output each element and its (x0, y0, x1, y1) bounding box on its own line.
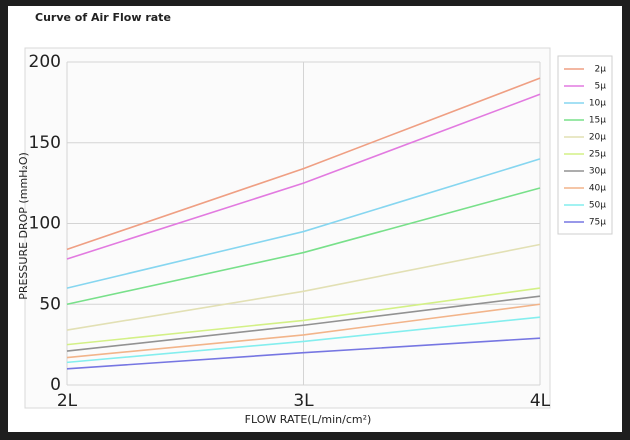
chart: Curve of Air Flow rate FLOW RATE(L/min/c… (17, 11, 613, 426)
y-tick-label: 150 (29, 133, 61, 153)
series-line (66, 316, 541, 364)
legend-label: 2μ (595, 65, 607, 75)
series-line (66, 243, 541, 331)
y-tick-label: 50 (39, 294, 61, 314)
x-tick-label: 4L (530, 391, 551, 411)
legend-label: 30μ (589, 167, 606, 177)
series-line (66, 187, 541, 306)
x-tick-label: 3L (293, 391, 314, 411)
series-line (66, 93, 541, 260)
legend-label: 10μ (589, 99, 606, 109)
series-line (66, 295, 541, 352)
y-axis-label: PRESSURE DROP (mmH₂O) (17, 152, 30, 300)
series-line (66, 287, 541, 346)
legend-label: 20μ (589, 133, 606, 143)
legend-label: 40μ (589, 184, 606, 194)
series-line (66, 303, 541, 359)
y-tick-label: 0 (50, 375, 61, 395)
chart-title: Curve of Air Flow rate (35, 11, 171, 24)
series-line (66, 158, 541, 289)
legend-label: 25μ (589, 150, 606, 160)
x-axis-label: FLOW RATE(L/min/cm²) (245, 413, 372, 426)
x-tick-label: 2L (57, 391, 78, 411)
legend-label: 5μ (595, 82, 607, 92)
series-line (66, 77, 541, 251)
legend-label: 50μ (589, 201, 606, 211)
y-tick-label: 200 (29, 52, 61, 72)
frame: Curve of Air Flow rate FLOW RATE(L/min/c… (8, 6, 622, 432)
legend-label: 15μ (589, 116, 606, 126)
series-line (66, 337, 541, 370)
y-tick-label: 100 (29, 214, 61, 234)
legend-label: 75μ (589, 218, 606, 228)
